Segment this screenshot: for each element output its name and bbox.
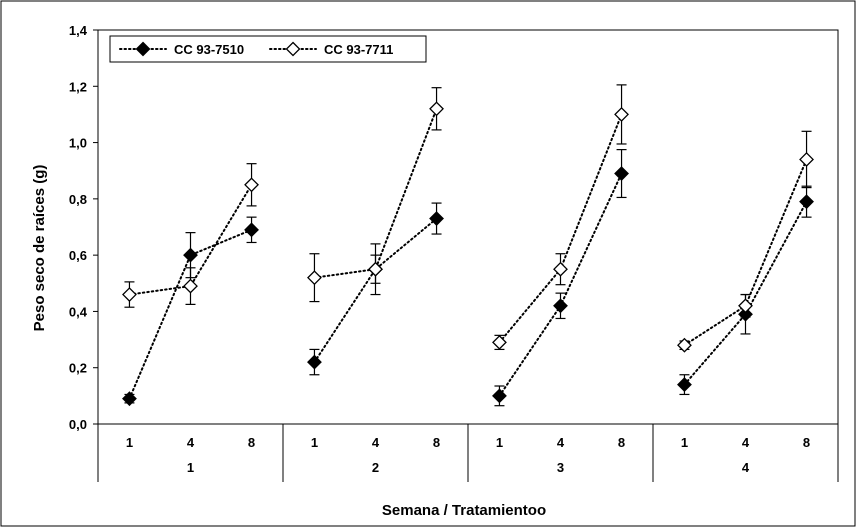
legend-entry-label: CC 93-7711 [324,42,393,57]
filled-diamond-marker [122,391,137,407]
x-category-label: 8 [803,435,810,450]
open-diamond-marker [738,298,753,314]
series-line [313,107,438,279]
y-tick-label: 1,2 [69,79,87,94]
open-diamond-marker [553,261,568,277]
open-diamond-marker [677,337,692,353]
x-category-label: 1 [126,435,133,450]
open-diamond-marker [244,177,259,193]
x-group-label: 1 [187,460,194,475]
x-category-label: 1 [681,435,688,450]
y-tick-label: 0,0 [69,417,87,432]
open-diamond-marker [614,107,629,122]
x-group-label: 2 [372,460,379,475]
x-category-label: 4 [742,435,750,450]
filled-diamond-marker [135,41,151,57]
filled-diamond-marker [677,377,692,393]
x-category-label: 8 [248,435,255,450]
x-category-label: 1 [496,435,503,450]
filled-diamond-marker [553,298,568,314]
open-diamond-marker [429,101,444,117]
y-tick-label: 0,2 [69,361,87,376]
y-tick-label: 0,6 [69,248,87,263]
filled-diamond-marker [738,306,753,322]
open-diamond-marker [122,287,137,302]
y-tick-label: 1,0 [69,136,87,151]
x-category-label: 4 [557,435,565,450]
x-category-label: 8 [618,435,625,450]
open-diamond-marker [492,334,507,350]
y-tick-label: 0,8 [69,192,87,207]
x-group-label: 3 [557,460,564,475]
open-diamond-marker [285,41,301,57]
series-line [128,228,253,400]
filled-diamond-marker [307,354,322,370]
filled-diamond-marker [183,247,198,263]
x-category-label: 4 [187,435,195,450]
series-line [683,200,808,386]
open-diamond-marker [183,278,198,294]
filled-diamond-marker [429,211,444,226]
y-tick-label: 1,4 [69,23,88,38]
open-diamond-marker [307,270,322,286]
x-category-label: 8 [433,435,440,450]
filled-diamond-marker [492,388,507,404]
open-diamond-marker [799,152,814,167]
y-tick-label: 0,4 [69,304,88,319]
filled-diamond-marker [614,166,629,181]
open-diamond-marker [368,261,383,277]
legend-entry-label: CC 93-7510 [174,42,244,57]
series-line [313,217,438,364]
filled-diamond-marker [799,194,814,210]
x-axis-title: Semana / Tratamientoo [382,502,546,519]
filled-diamond-marker [244,222,259,238]
x-category-label: 4 [372,435,380,450]
series-line [128,183,253,296]
y-axis-title: Peso seco de raíces (g) [31,165,48,332]
x-category-label: 1 [311,435,318,450]
plot-area-frame [97,29,839,425]
x-group-label: 4 [742,460,750,475]
